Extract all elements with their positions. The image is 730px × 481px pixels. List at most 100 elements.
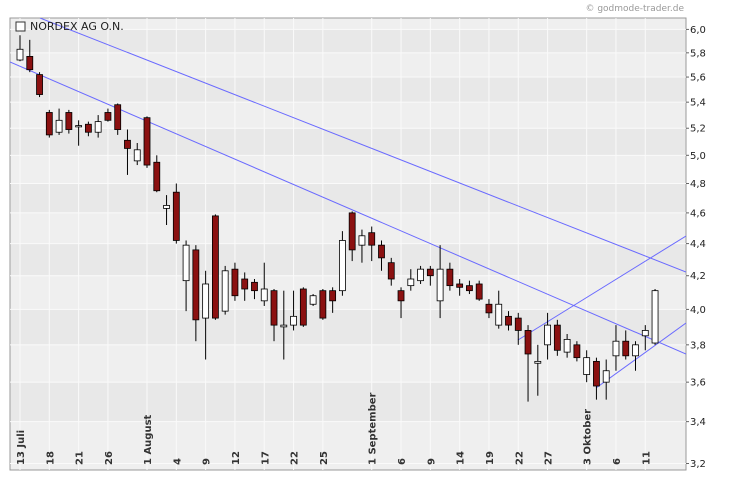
x-tick-label: 13 Juli <box>16 430 27 465</box>
candle-body <box>602 370 610 383</box>
candle-body <box>75 125 83 128</box>
candle-body <box>84 123 92 133</box>
candle-body <box>593 360 600 387</box>
candle-body <box>583 357 591 375</box>
candle-body <box>387 262 395 280</box>
x-tick-label: 6 <box>612 458 623 465</box>
candle-body <box>211 215 219 319</box>
candle-body <box>466 285 473 292</box>
candle-body <box>368 232 376 246</box>
candle-body <box>309 295 317 305</box>
x-tick-label: 25 <box>319 451 330 465</box>
candle-body <box>104 112 112 121</box>
candle-body <box>407 278 415 287</box>
x-tick-label: 11 <box>641 451 652 465</box>
candle-body <box>251 281 258 292</box>
candle-body <box>426 268 434 277</box>
band <box>11 243 685 276</box>
candle-body <box>573 344 581 359</box>
x-tick-label: 19 <box>485 451 496 465</box>
y-tick-label: 4,0 <box>690 305 706 316</box>
candle-body <box>544 324 551 346</box>
candle-body <box>446 268 454 287</box>
y-tick-label: 5,0 <box>690 151 706 162</box>
candle-body <box>563 338 571 353</box>
candle-body <box>182 244 190 282</box>
y-tick-label: 4,2 <box>690 271 706 282</box>
y-tick-label: 3,2 <box>690 459 706 470</box>
candle-body <box>290 315 297 326</box>
candle-body <box>16 48 24 61</box>
candle-body <box>270 290 278 326</box>
x-tick-label: 14 <box>456 451 467 465</box>
y-tick-label: 6,0 <box>690 25 706 36</box>
x-tick-label: 6 <box>397 458 408 465</box>
source: © godmode-trader.de <box>585 4 684 14</box>
candle-body <box>319 290 327 319</box>
band <box>11 309 685 345</box>
trend-line <box>39 18 686 273</box>
band <box>11 382 685 422</box>
candle-body <box>505 315 512 326</box>
candle-body <box>172 191 180 241</box>
y-tick-label: 5,4 <box>690 98 706 109</box>
candle-body <box>260 288 268 302</box>
band <box>11 29 685 53</box>
candle-body <box>114 104 122 130</box>
candle-body <box>241 278 249 290</box>
trend-lines <box>10 18 686 389</box>
band <box>11 77 685 103</box>
candle-body <box>280 324 288 328</box>
candle-body <box>456 283 464 288</box>
candle-body <box>26 56 34 71</box>
candle-body <box>348 212 356 251</box>
candle-body <box>553 324 561 351</box>
y-tick-label: 4,6 <box>690 208 706 219</box>
candle-body <box>632 344 639 357</box>
x-tick-label: 1 September <box>368 392 379 465</box>
legend-box <box>15 21 26 32</box>
candle-body <box>329 290 337 302</box>
candle-body <box>192 249 200 321</box>
candle-body <box>339 240 346 292</box>
y-tick-label: 4,8 <box>690 179 706 190</box>
x-tick-label: 17 <box>260 451 271 465</box>
x-tick-label: 18 <box>45 451 56 465</box>
candle-body <box>133 149 141 162</box>
x-tick-label: 22 <box>514 451 525 465</box>
candle-body <box>45 112 53 136</box>
grid <box>10 18 686 470</box>
candle-body <box>436 268 444 302</box>
y-tick-label: 5,6 <box>690 73 706 84</box>
y-tick-label: 3,8 <box>690 340 706 351</box>
candle-body <box>495 303 503 326</box>
candle-body <box>153 161 161 192</box>
candle-body <box>124 139 131 149</box>
candles <box>16 35 659 402</box>
x-tick-label: 9 <box>426 458 437 465</box>
x-tick-label: 21 <box>75 451 86 465</box>
candle-body <box>651 290 659 344</box>
y-tick-label: 5,8 <box>690 48 706 59</box>
candle-body <box>622 340 630 357</box>
y-tick-label: 3,4 <box>690 417 706 428</box>
candle-body <box>397 290 405 302</box>
candle-body <box>55 119 63 133</box>
candle-body <box>612 340 620 357</box>
x-tick-label: 26 <box>104 451 115 465</box>
candle-body <box>417 268 424 282</box>
x-tick-label: 12 <box>231 451 242 465</box>
candle-body <box>94 121 102 133</box>
candle-body <box>641 330 649 337</box>
candle-body <box>143 117 151 166</box>
candle-body <box>475 283 483 300</box>
candle-body <box>299 288 307 326</box>
candle-body <box>485 303 493 314</box>
candle-body <box>514 317 522 331</box>
candle-body <box>163 205 170 209</box>
x-tick-label: 4 <box>172 458 183 465</box>
candle-body <box>65 112 73 130</box>
candle-body <box>378 244 385 259</box>
trend-line <box>517 235 686 341</box>
